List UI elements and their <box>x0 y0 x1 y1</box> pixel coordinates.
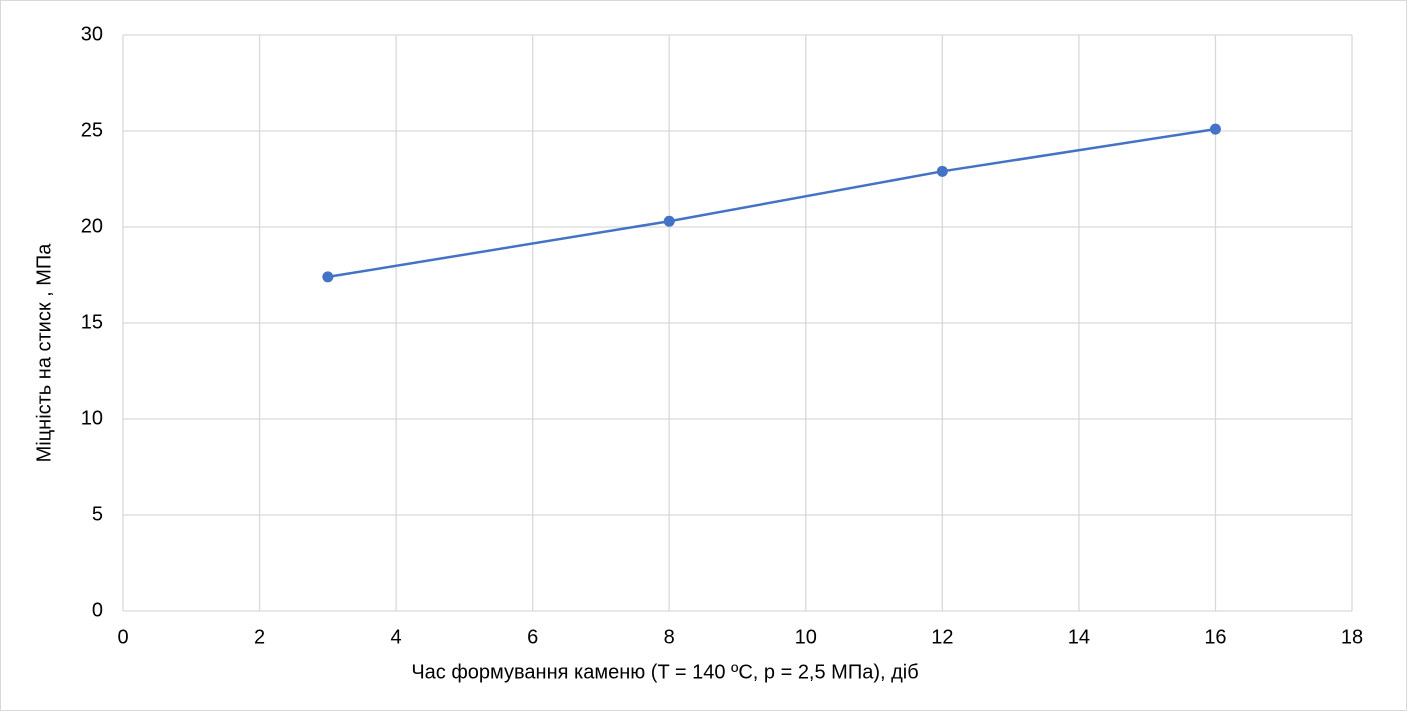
y-axis-label: Міцність на стиск , МПа <box>33 243 55 463</box>
y-tick-label: 5 <box>92 503 103 525</box>
y-tick-label: 30 <box>81 23 103 45</box>
x-tick-label: 18 <box>1341 626 1363 648</box>
data-point <box>663 215 675 227</box>
y-tick-label: 10 <box>81 407 103 429</box>
x-tick-label: 16 <box>1204 626 1226 648</box>
x-tick-label: 14 <box>1068 626 1090 648</box>
x-tick-label: 4 <box>391 626 402 648</box>
series-line <box>327 127 1216 279</box>
data-point <box>1209 123 1221 135</box>
y-tick-label: 25 <box>81 119 103 141</box>
x-tick-label: 10 <box>795 626 817 648</box>
x-tick-label: 8 <box>664 626 675 648</box>
x-tick-label: 6 <box>527 626 538 648</box>
y-tick-label: 20 <box>81 215 103 237</box>
y-tick-label: 15 <box>81 311 103 333</box>
x-tick-label: 2 <box>254 626 265 648</box>
data-point <box>322 271 334 283</box>
x-axis-label: Час формування каменю (T = 140 ºC, p = 2… <box>411 661 918 683</box>
x-tick-label: 12 <box>931 626 953 648</box>
x-tick-label: 0 <box>117 626 128 648</box>
y-tick-label: 0 <box>92 599 103 621</box>
data-point <box>936 165 948 177</box>
